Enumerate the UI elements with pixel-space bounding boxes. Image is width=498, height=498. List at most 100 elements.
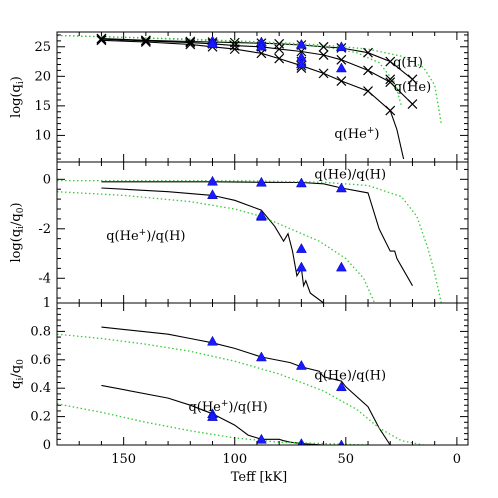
plot-area (57, 326, 424, 445)
y-tick-label: 10 (34, 128, 51, 143)
triangle-marker (207, 411, 218, 421)
cross-marker (140, 35, 151, 46)
cross-marker (336, 76, 347, 86)
cross-marker (318, 41, 329, 52)
dotted-line (57, 34, 442, 124)
cross-stroke (363, 47, 373, 58)
y-tick-label: 0.8 (30, 324, 51, 339)
cross-stroke (96, 35, 107, 46)
triangle-marker (335, 182, 347, 193)
cross-stroke (385, 77, 396, 88)
cross-marker (385, 56, 396, 67)
y-tick-label: 20 (34, 69, 51, 84)
panel-middle: -4 -2 0 1 log(qi/q0) q(He)/q(H) q(He+)/q(H) (9, 161, 469, 311)
triangle-marker (295, 261, 307, 272)
x-tick-label: 50 (338, 452, 355, 467)
cross-marker (96, 35, 107, 46)
cross-stroke (385, 56, 396, 67)
cross-marker (385, 105, 396, 116)
cross-stroke (336, 76, 347, 86)
dotted-line (57, 191, 376, 303)
triangle-marker (335, 261, 347, 272)
cross-marker (185, 37, 196, 48)
y-tick-label: -2 (38, 222, 51, 237)
curve-annotation: q(He+)/q(H) (188, 399, 267, 415)
cross-marker (274, 44, 285, 55)
cross-marker (363, 65, 373, 76)
y-axis-label: qi/q0 (9, 359, 26, 389)
cross-stroke (96, 34, 107, 45)
triangle-marker (295, 38, 307, 49)
y-tick-label: 0.4 (30, 381, 51, 396)
cross-stroke (363, 65, 373, 76)
cross-stroke (318, 50, 329, 60)
cross-stroke (385, 74, 396, 85)
triangle-marker (255, 176, 267, 187)
cross-marker (274, 53, 285, 64)
triangle-marker (255, 40, 267, 51)
panel-top: 10 15 20 25 log(qi) q(H) q(He) q(He+) (9, 31, 469, 163)
x-axis-label: Teff [kK] (231, 470, 287, 485)
cross-marker (229, 40, 240, 51)
cross-marker (96, 34, 107, 45)
curve-annotation: q(H) (393, 55, 423, 70)
triangle-marker (255, 209, 267, 220)
cross-stroke (140, 37, 151, 47)
cross-stroke (185, 39, 196, 50)
curve-annotation: q(He+)/q(H) (106, 228, 185, 244)
triangle-marker (255, 433, 267, 444)
triangle-marker (335, 41, 347, 52)
y-tick-label: 15 (34, 99, 51, 114)
cross-marker (336, 54, 347, 65)
curve-annotation: q(He+) (334, 126, 379, 142)
cross-marker (363, 86, 373, 97)
triangle-marker (335, 381, 347, 392)
cross-stroke (318, 41, 329, 52)
triangle-marker (207, 335, 218, 346)
y-tick-label: 1 (43, 296, 51, 311)
model-line (101, 187, 324, 303)
y-axis-label: log(qi/q0) (9, 202, 26, 262)
x-tick-label: 0 (453, 452, 461, 467)
cross-marker (363, 47, 373, 58)
dotted-line (57, 403, 369, 445)
cross-stroke (274, 44, 285, 55)
y-tick-label: 0.2 (30, 410, 51, 425)
triangle-marker (295, 243, 307, 253)
cross-stroke (185, 36, 196, 47)
y-tick-label: 0.6 (30, 353, 51, 368)
panel-bottom: 0 0.2 0.4 0.6 0.8 qi/q0 q(He)/q(H) q(He+)/q(H) (9, 302, 469, 453)
cross-stroke (185, 37, 196, 48)
curve-annotation: q(He)/q(H) (314, 168, 386, 183)
cross-marker (140, 37, 151, 47)
panels: 10 15 20 25 log(qi) q(H) q(He) q(He+) -4 -2 0 1 log(… (9, 31, 469, 453)
y-axis-label: log(qi) (9, 76, 26, 118)
cross-stroke (274, 53, 285, 64)
triangle-marker (255, 351, 267, 362)
cross-stroke (336, 54, 347, 65)
cross-stroke (318, 68, 329, 79)
cross-stroke (407, 74, 418, 85)
cross-marker (407, 74, 418, 85)
triangle-marker (335, 62, 347, 73)
plot-area (57, 33, 442, 160)
cross-marker (407, 99, 418, 110)
y-tick-label: 0 (43, 438, 51, 453)
y-tick-label: 25 (34, 40, 51, 55)
cross-stroke (229, 40, 240, 51)
panel-frame (56, 302, 469, 446)
cross-stroke (407, 99, 418, 110)
dotted-line (57, 34, 403, 107)
triangle-marker (295, 359, 307, 370)
cross-stroke (385, 105, 396, 116)
triangle-marker (295, 177, 307, 188)
model-line (101, 384, 324, 445)
plot-area (57, 175, 442, 303)
dotted-line (57, 333, 424, 445)
cross-marker (318, 50, 329, 60)
x-tick-label: 100 (222, 452, 247, 467)
y-tick-label: 0 (43, 172, 51, 187)
cross-marker (185, 36, 196, 47)
x-tick-label: 150 (111, 452, 136, 467)
